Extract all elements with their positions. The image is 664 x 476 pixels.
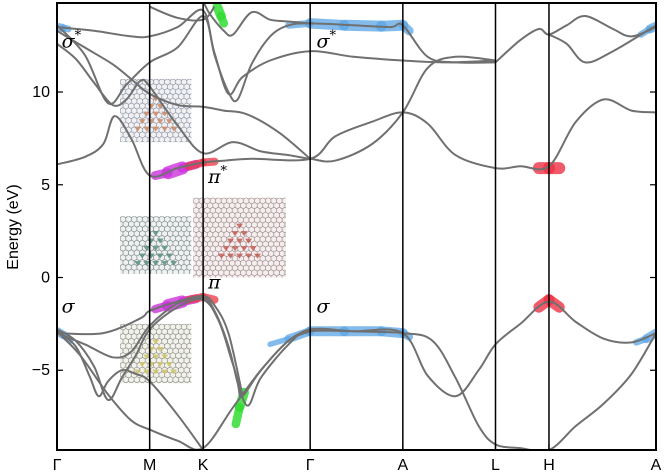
x-tick-label: A: [397, 457, 408, 474]
inset-structure-mesh-atom: [152, 231, 160, 237]
inset-structure-mesh-atom: [161, 261, 169, 267]
inset-structure-sigma-star-atom: [134, 126, 142, 132]
band-line: [57, 330, 204, 450]
band-annotation: π: [207, 272, 221, 294]
inset-structure-mesh-atom: [156, 253, 164, 259]
inset-structure-sigma-star-atom: [170, 126, 178, 132]
inset-structure-sigma-star-atom: [143, 126, 151, 132]
inset-structure-sigma-star-atom: [152, 111, 160, 117]
inset-structure-sigma-star-atom: [143, 111, 151, 117]
inset-structure-sigma: [120, 323, 192, 384]
inset-structure-mesh-atom: [143, 261, 151, 267]
band-annotation: σ: [62, 296, 76, 318]
y-tick-label: 0: [41, 270, 50, 287]
inset-structure-sigma-star-atom: [138, 119, 146, 125]
inset-structure-sigma-star-atom: [165, 119, 173, 125]
y-axis: −5 0 5 10: [32, 84, 656, 379]
inset-structure-pi-star-atom: [245, 253, 253, 259]
inset-structure-mesh-atom: [134, 261, 142, 267]
y-axis-title: Energy (eV): [5, 184, 22, 269]
inset-structure-sigma-star-atom: [161, 111, 169, 117]
inset-structure-pi-star-atom: [231, 246, 239, 252]
inset-structure-pi-star-atom: [222, 246, 230, 252]
band-annotation: π*: [207, 164, 228, 188]
band-annotation: σ*: [316, 29, 336, 53]
inset-structure-mesh-atom: [152, 261, 160, 267]
inset-structure-sigma-atom: [143, 354, 151, 360]
inset-structure-sigma-atom: [156, 347, 164, 353]
inset-structure-pi-star-atom: [231, 231, 239, 237]
x-tick-label: Γ: [53, 457, 62, 474]
orbital-weight-segment: [216, 11, 229, 28]
x-tick-label: Γ: [306, 457, 315, 474]
y-tick-label: 5: [41, 177, 50, 194]
band-line: [57, 295, 244, 395]
band-line: [57, 98, 656, 178]
inset-structure-mesh-atom: [143, 246, 151, 252]
band-annotation: σ: [316, 296, 330, 318]
inset-structure-mesh-atom: [156, 238, 164, 244]
inset-structure-sigma-atom: [152, 369, 160, 375]
band-line: [57, 296, 311, 398]
band-line: [548, 24, 656, 64]
inset-structure-mesh-atom: [170, 261, 178, 267]
band-line: [57, 29, 311, 160]
inset-structure-pi-star-atoms: [218, 223, 262, 259]
inset-structure-pi-star: [193, 197, 286, 278]
inset-structure-sigma-atoms: [134, 339, 178, 375]
inset-structure-sigma-star-atom: [161, 126, 169, 132]
inset-structure-sigma-atom: [170, 369, 178, 375]
x-tick-label: K: [198, 457, 209, 474]
kpoint-lines: [148, 3, 550, 450]
x-tick-label: L: [491, 457, 500, 474]
inset-structure-mesh: [120, 216, 192, 274]
band-annotation: σ*: [62, 29, 82, 53]
band-line: [57, 15, 496, 106]
inset-structure-sigma-star: [120, 79, 192, 143]
inset-structure-pi-star-atom: [249, 246, 257, 252]
inset-structure-sigma-atom: [134, 369, 142, 375]
inset-structure-mesh-atom: [161, 246, 169, 252]
y-tick-label: 10: [32, 84, 50, 101]
inset-structure-pi-star-atom: [218, 253, 226, 259]
inset-structure-mesh-atom: [152, 246, 160, 252]
x-tick-label: H: [543, 457, 555, 474]
inset-structure-pi-star-atom: [240, 246, 248, 252]
band-line: [494, 14, 656, 64]
inset-structure-pi-star-atom: [236, 238, 244, 244]
inset-structure-pi-star-atom: [236, 223, 244, 229]
inset-structure-mesh-atom: [138, 253, 146, 259]
inset-structure-pi-star-mesh: [193, 197, 286, 278]
inset-structure-pi-star-atom: [240, 231, 248, 237]
band-line: [57, 298, 656, 450]
inset-structure-pi-star-atom: [245, 238, 253, 244]
inset-structure-sigma-star-atom: [156, 119, 164, 125]
inset-structure-sigma-atom: [152, 354, 160, 360]
inset-structure-pi-star-atom: [227, 238, 235, 244]
x-tick-label: M: [143, 457, 156, 474]
inset-structure-pi-star-atom: [254, 253, 262, 259]
inset-structure-pi-star-atom: [236, 253, 244, 259]
inset-structure-mesh-atom: [165, 253, 173, 259]
bands-layer: [57, 3, 656, 450]
inset-structure-sigma-atom: [143, 369, 151, 375]
inset-structure-sigma-atom: [161, 369, 169, 375]
inset-structure-sigma-star-atom: [152, 126, 160, 132]
inset-structure-pi-star-atom: [227, 253, 235, 259]
inset-structure-sigma-atom: [161, 354, 169, 360]
inset-structure-sigma-atom: [152, 339, 160, 345]
insets-layer: [120, 79, 286, 384]
inset-structure-sigma-atom: [165, 362, 173, 368]
inset-structure-sigma-atom: [156, 362, 164, 368]
y-tick-label: −5: [32, 362, 50, 379]
plot-frame: [56, 2, 657, 451]
inset-structure-sigma-atom: [138, 362, 146, 368]
x-tick-label: A: [651, 457, 662, 474]
band-line: [202, 3, 311, 37]
